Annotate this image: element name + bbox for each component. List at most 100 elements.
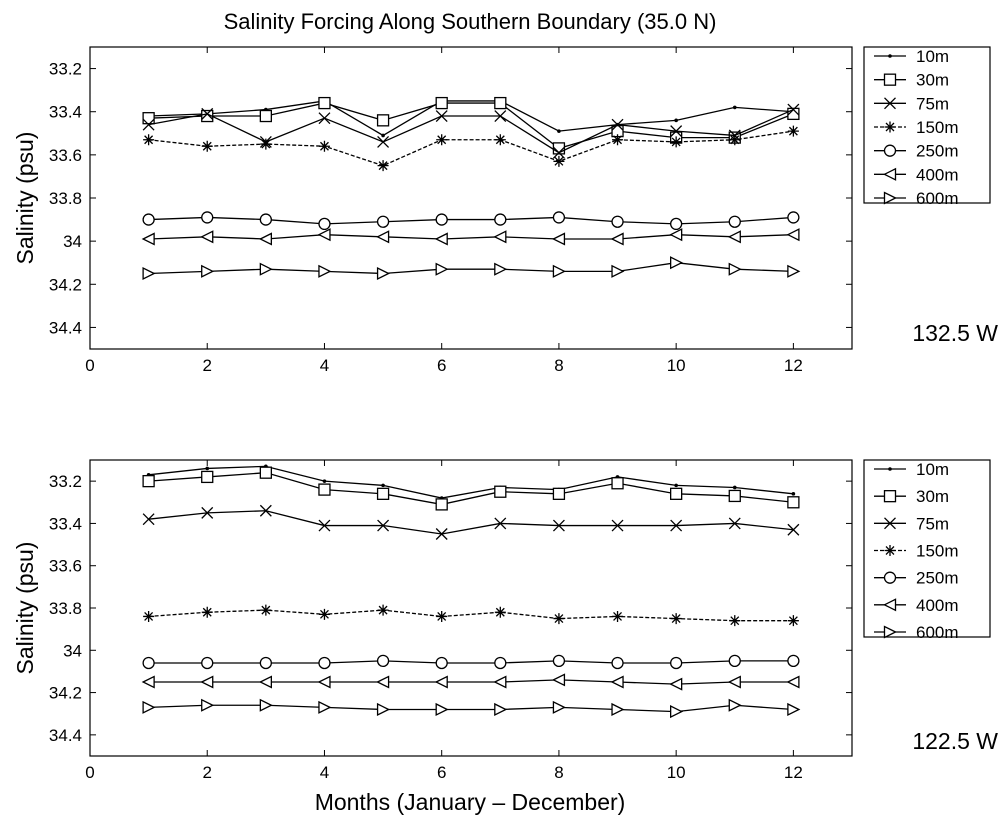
- data-point: [376, 266, 391, 281]
- legend-entry-label: 75m: [916, 94, 949, 113]
- data-point: [552, 142, 566, 155]
- y-tick-label: 33.6: [49, 557, 82, 576]
- data-point: [611, 477, 624, 490]
- legend-entry-label: 150m: [916, 118, 959, 137]
- x-axis-label: Months (January – December): [315, 789, 626, 815]
- data-point: [201, 140, 213, 152]
- y-tick-label: 34.4: [49, 726, 82, 745]
- data-point: [141, 675, 155, 689]
- y-tick-label: 33.6: [49, 146, 82, 165]
- plot-frame: [89, 46, 853, 350]
- data-point: [259, 466, 272, 479]
- data-point: [674, 483, 678, 488]
- series-line: [148, 660, 794, 664]
- series-line: [148, 472, 794, 506]
- data-point: [670, 519, 683, 532]
- chart-panel-1: 0 2 4 6 8 10 12 33.2 33.4 33.6 33.8 34 34.2 34.4 Salin…: [12, 46, 998, 375]
- data-point: [669, 228, 683, 242]
- data-point: [435, 498, 448, 511]
- data-point: [143, 134, 155, 146]
- legend-marker: [883, 167, 897, 181]
- data-point: [201, 264, 215, 278]
- series-400m: [141, 673, 800, 691]
- data-point: [376, 702, 391, 717]
- y-tick-label: 33.8: [49, 599, 82, 618]
- data-point: [318, 656, 331, 670]
- data-point: [728, 215, 741, 228]
- series-line: [148, 102, 794, 150]
- data-point: [670, 487, 683, 500]
- legend-marker: [883, 144, 897, 157]
- data-point: [670, 217, 683, 231]
- data-point: [787, 496, 800, 509]
- x-tick-label: 8: [554, 356, 563, 375]
- data-point: [552, 264, 566, 278]
- legend-marker: [883, 571, 897, 584]
- data-point: [201, 656, 214, 670]
- legend-entry-label: 250m: [916, 142, 959, 161]
- data-point: [494, 134, 506, 146]
- data-point: [557, 129, 561, 133]
- panel-label: 132.5 W: [912, 320, 998, 346]
- series-75m: [142, 504, 800, 540]
- legend-marker: [884, 97, 896, 110]
- data-point: [551, 673, 566, 687]
- data-point: [376, 487, 390, 500]
- legend-marker: [883, 191, 897, 205]
- data-point: [732, 485, 737, 490]
- legend-marker: [883, 625, 897, 639]
- data-point: [494, 702, 508, 717]
- data-point: [377, 519, 390, 532]
- data-point: [732, 105, 737, 110]
- data-point: [318, 483, 331, 496]
- legend-entry-label: 600m: [916, 189, 959, 208]
- chart-panels: 0 2 4 6 8 10 12 33.2 33.4 33.6 33.8 34 34.2 34.4 Salin…: [12, 46, 998, 782]
- data-point: [787, 702, 801, 717]
- data-point: [258, 675, 272, 689]
- x-tick-label: 10: [667, 356, 686, 375]
- data-point: [259, 656, 272, 670]
- data-point: [553, 155, 565, 167]
- data-point: [142, 474, 155, 488]
- legend-marker: [884, 517, 896, 530]
- y-tick-label: 34.4: [49, 318, 82, 337]
- data-point: [201, 211, 214, 224]
- data-point: [729, 134, 741, 146]
- y-tick-label: 34: [63, 232, 82, 251]
- data-point: [728, 489, 741, 503]
- data-point: [435, 213, 448, 226]
- data-point: [201, 606, 213, 618]
- data-point: [436, 610, 448, 622]
- data-point: [318, 700, 332, 714]
- data-point: [260, 138, 272, 150]
- data-point: [728, 262, 742, 276]
- data-point: [494, 96, 507, 110]
- y-tick-label: 33.4: [49, 103, 82, 122]
- data-point: [381, 133, 385, 138]
- data-point: [612, 610, 624, 622]
- series-line: [148, 234, 794, 240]
- data-point: [791, 492, 796, 496]
- data-point: [610, 675, 624, 689]
- figure-title: Salinity Forcing Along Southern Boundary…: [224, 9, 717, 34]
- data-point: [322, 479, 327, 483]
- data-point: [318, 96, 331, 110]
- legend-entry-label: 150m: [916, 542, 959, 561]
- series-400m: [141, 228, 800, 246]
- data-point: [787, 523, 800, 536]
- data-point: [318, 264, 332, 278]
- data-point: [786, 228, 800, 242]
- y-tick-label: 33.8: [49, 189, 82, 208]
- x-tick-label: 2: [202, 356, 211, 375]
- data-point: [141, 232, 155, 246]
- data-point: [143, 610, 155, 622]
- data-point: [434, 232, 448, 246]
- legend-entry-label: 10m: [916, 460, 949, 479]
- data-point: [494, 517, 507, 530]
- data-point: [318, 217, 331, 231]
- data-point: [318, 140, 330, 152]
- panel-label: 122.5 W: [912, 728, 998, 754]
- data-point: [318, 112, 331, 125]
- series-line: [148, 100, 794, 137]
